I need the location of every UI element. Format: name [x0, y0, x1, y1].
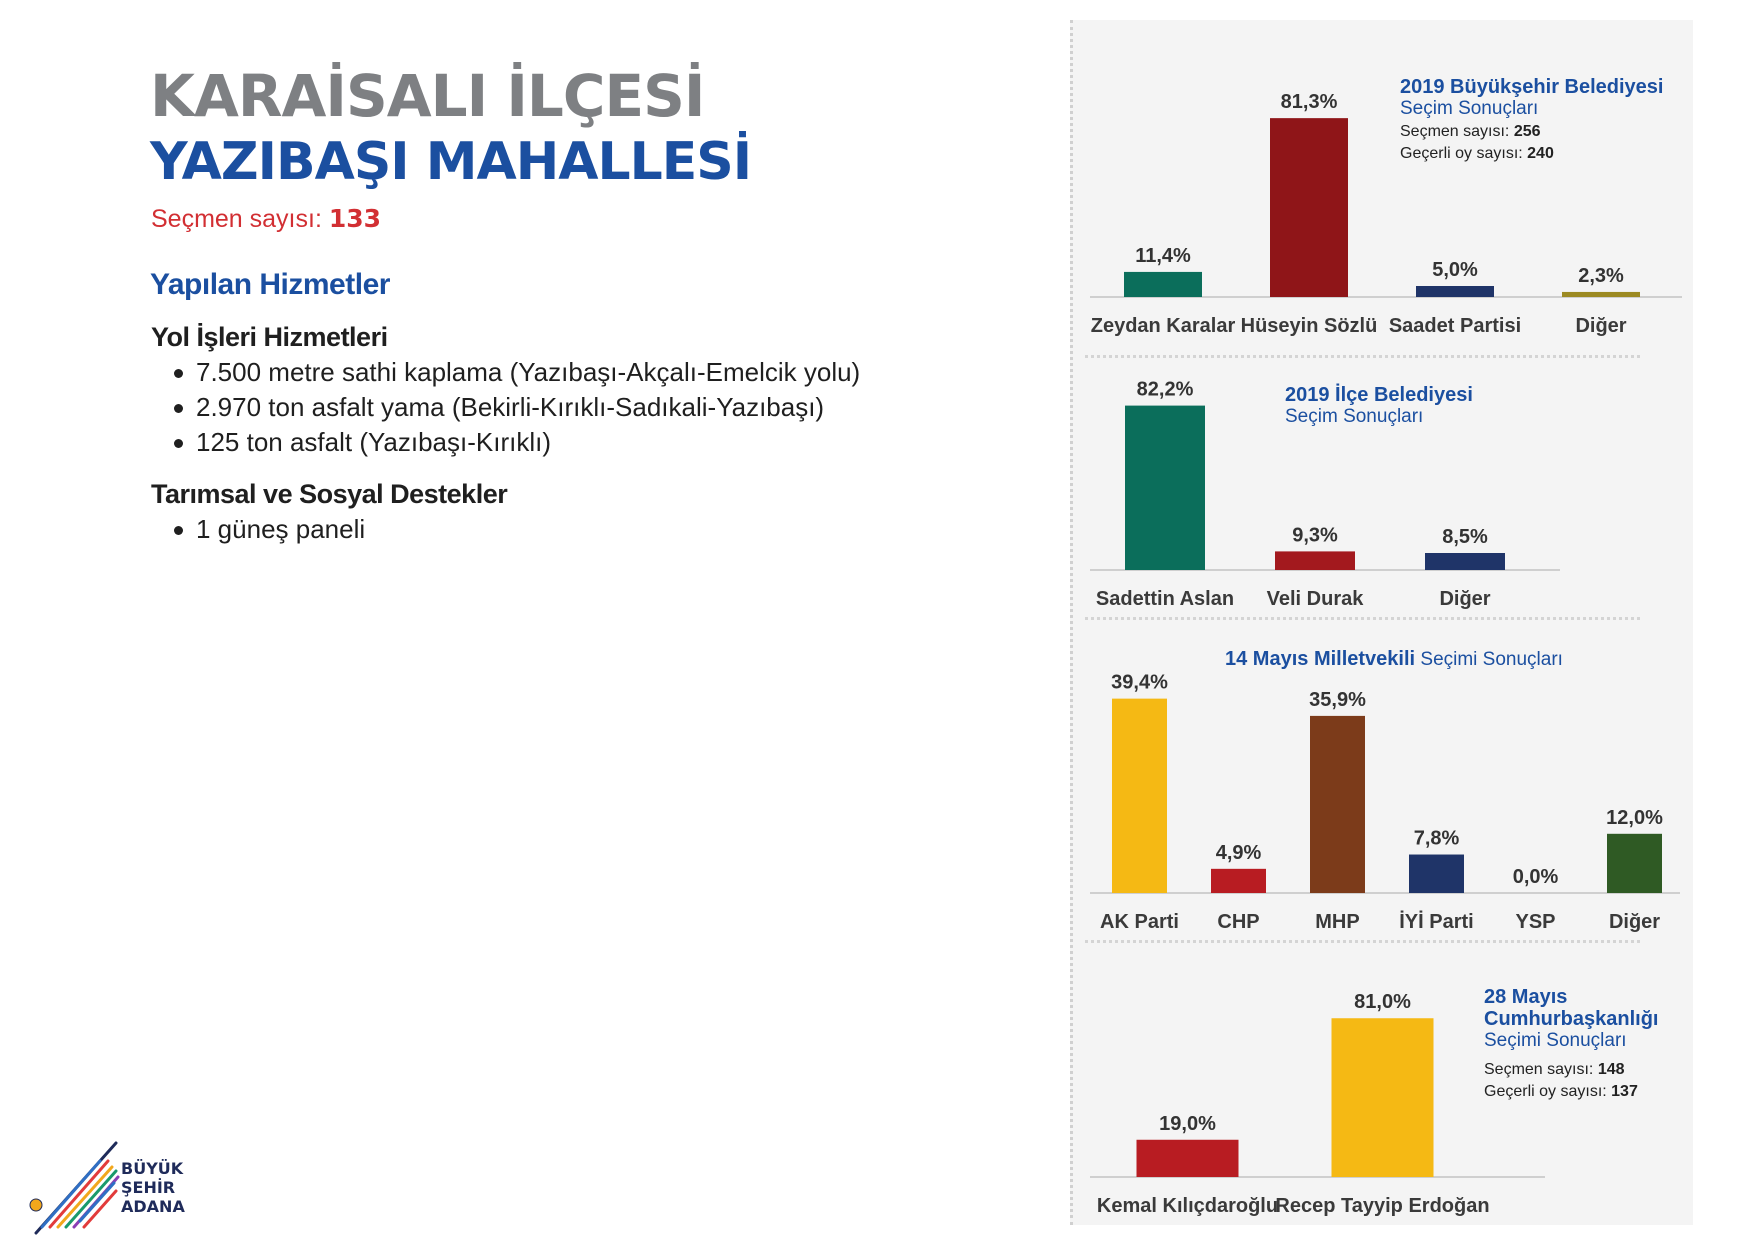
bar — [1125, 405, 1205, 570]
services-heading: Yapılan Hizmetler — [150, 268, 390, 301]
chart-2019-metropolitan: 11,4% Zeydan Karalar 81,3% Hüseyin Sözlü 5,0… — [1090, 91, 1682, 337]
voter-count-value: 133 — [328, 204, 382, 233]
logo-text: BÜYÜK ŞEHİR ADANA — [121, 1159, 185, 1216]
bar — [1270, 118, 1348, 297]
bar — [1112, 698, 1167, 893]
bar — [1310, 715, 1365, 893]
voter-count: Seçmen sayısı: 133 — [151, 204, 381, 234]
bar — [1425, 553, 1505, 570]
bar — [1562, 291, 1640, 297]
chart-subtitle: Seçim Sonuçları — [1400, 98, 1539, 119]
data-label: 4,9% — [1216, 842, 1262, 864]
bar — [1607, 833, 1662, 893]
category-label: AK Parti — [1100, 911, 1179, 933]
bar — [1409, 854, 1464, 893]
valid-vote-count: Geçerli oy sayısı: 240 — [1400, 142, 1663, 166]
category-label: Kemal Kılıçdaroğlu — [1097, 1195, 1278, 1217]
bar — [1416, 286, 1494, 297]
category-label: Recep Tayyip Erdoğan — [1275, 1195, 1489, 1217]
section-divider — [1085, 940, 1640, 943]
road-works-list: 7.500 metre sathi kaplama (Yazıbaşı-Akça… — [172, 355, 860, 460]
data-label: 0,0% — [1513, 866, 1559, 888]
voter-count-label: Seçmen sayısı: — [1484, 1061, 1594, 1078]
chart-title: Cumhurbaşkanlığı — [1484, 1008, 1659, 1030]
data-label: 2,3% — [1578, 265, 1624, 287]
chart-2019-district: 82,2% Sadettin Aslan 9,3% Veli Durak 8,5% Diğ… — [1090, 379, 1560, 610]
category-label: CHP — [1217, 911, 1259, 933]
valid-vote-count: Geçerli oy sayısı: 137 — [1484, 1080, 1658, 1104]
data-label: 11,4% — [1135, 245, 1191, 267]
valid-vote-value: 137 — [1611, 1083, 1638, 1100]
list-item: 7.500 metre sathi kaplama (Yazıbaşı-Akça… — [172, 355, 860, 390]
category-label: Saadet Partisi — [1389, 315, 1521, 337]
data-label: 8,5% — [1442, 526, 1488, 548]
bar — [1124, 271, 1202, 297]
data-label: 82,2% — [1137, 379, 1194, 401]
category-label: İYİ Parti — [1399, 910, 1473, 933]
legend-may28-presidential: 28 Mayıs Cumhurbaşkanlığı Seçimi Sonuçla… — [1484, 986, 1658, 1104]
chart-title-bold: 14 Mayıs Milletvekili — [1225, 648, 1416, 670]
list-item: 1 güneş paneli — [172, 512, 365, 547]
chart-may14-parliamentary: 39,4% AK Parti 4,9% CHP 35,9% MHP 7,8% İYİ Part… — [1090, 672, 1680, 933]
category-label: YSP — [1515, 911, 1555, 933]
valid-vote-label: Geçerli oy sayısı: — [1484, 1083, 1607, 1100]
data-label: 12,0% — [1606, 807, 1663, 829]
category-label: Diğer — [1575, 315, 1626, 337]
bar — [1275, 551, 1355, 570]
category-label: MHP — [1315, 911, 1359, 933]
section-divider — [1085, 355, 1640, 358]
list-item: 2.970 ton asfalt yama (Bekirli-Kırıklı-S… — [172, 390, 860, 425]
logo-line: BÜYÜK — [121, 1159, 184, 1178]
chart-title-may14: 14 Mayıs Milletvekili Seçimi Sonuçları — [1225, 648, 1563, 671]
agri-social-list: 1 güneş paneli — [172, 512, 365, 547]
voter-count-label: Seçmen sayısı: — [151, 205, 322, 233]
category-label: Diğer — [1439, 588, 1490, 610]
chart-title: 28 Mayıs — [1484, 986, 1568, 1008]
chart-may28-presidential: 19,0% Kemal Kılıçdaroğlu 81,0% Recep Tayyip… — [1090, 991, 1545, 1217]
buyuksehir-adana-logo — [29, 1141, 120, 1235]
data-label: 81,3% — [1281, 91, 1338, 113]
legend-2019-district: 2019 İlçe Belediyesi Seçim Sonuçları — [1285, 384, 1473, 428]
category-label: Diğer — [1609, 911, 1660, 933]
agri-social-heading: Tarımsal ve Sosyal Destekler — [151, 479, 508, 509]
chart-title: 2019 Büyükşehir Belediyesi — [1400, 76, 1664, 98]
bar — [1331, 1018, 1434, 1177]
voter-count-value: 148 — [1597, 1061, 1625, 1078]
district-title: KARAİSALI İLÇESİ — [150, 62, 705, 130]
data-label: 9,3% — [1292, 524, 1338, 546]
voter-count-value: 256 — [1513, 123, 1541, 140]
category-label: Zeydan Karalar — [1091, 315, 1236, 337]
voter-count: Seçmen sayısı: 256 — [1400, 120, 1663, 144]
chart-subtitle: Seçim Sonuçları — [1285, 406, 1424, 427]
neighborhood-title: YAZIBAŞI MAHALLESİ — [150, 132, 752, 192]
bar — [1211, 868, 1266, 893]
data-label: 35,9% — [1309, 689, 1366, 711]
chart-title-rest: Seçimi Sonuçları — [1420, 649, 1563, 670]
list-item: 125 ton asfalt (Yazıbaşı-Kırıklı) — [172, 425, 860, 460]
voter-count: Seçmen sayısı: 148 — [1484, 1058, 1658, 1082]
data-label: 81,0% — [1354, 991, 1411, 1013]
category-label: Hüseyin Sözlü — [1241, 315, 1378, 337]
valid-vote-label: Geçerli oy sayısı: — [1400, 145, 1523, 162]
valid-vote-value: 240 — [1527, 145, 1554, 162]
road-works-heading: Yol İşleri Hizmetleri — [151, 322, 388, 352]
voter-count-label: Seçmen sayısı: — [1400, 123, 1510, 140]
section-divider — [1085, 617, 1640, 620]
category-label: Sadettin Aslan — [1096, 588, 1234, 610]
category-label: Veli Durak — [1267, 588, 1365, 610]
logo-line: ŞEHİR — [121, 1178, 176, 1197]
chart-subtitle: Seçimi Sonuçları — [1484, 1030, 1627, 1051]
data-label: 19,0% — [1159, 1113, 1216, 1135]
chart-title: 2019 İlçe Belediyesi — [1285, 384, 1473, 406]
data-label: 39,4% — [1111, 672, 1168, 694]
bar — [1136, 1139, 1239, 1177]
data-label: 5,0% — [1432, 259, 1478, 281]
data-label: 7,8% — [1414, 828, 1460, 850]
legend-2019-metropolitan: 2019 Büyükşehir Belediyesi Seçim Sonuçla… — [1400, 76, 1663, 166]
logo-line: ADANA — [121, 1197, 185, 1216]
